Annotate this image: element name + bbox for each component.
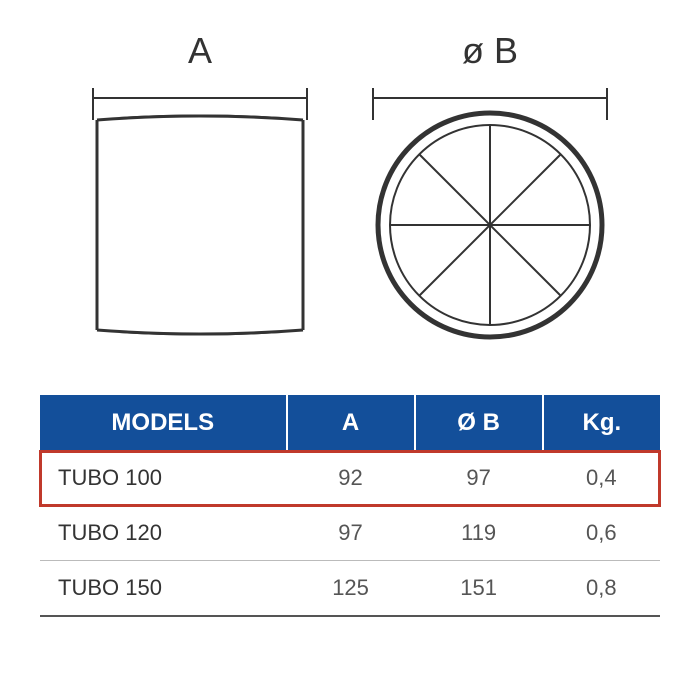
front-view-drawing [355, 80, 625, 340]
column-header: Kg. [543, 395, 660, 451]
model-cell: TUBO 150 [40, 561, 287, 617]
technical-diagrams: A ø B [40, 30, 660, 345]
value-cell: 0,6 [543, 506, 660, 561]
value-cell: 151 [415, 561, 543, 617]
table-row: TUBO 10092970,4 [40, 451, 660, 506]
dimension-label-b: ø B [355, 30, 625, 72]
column-header: MODELS [40, 395, 287, 451]
value-cell: 92 [287, 451, 415, 506]
model-cell: TUBO 120 [40, 506, 287, 561]
dimension-label-a: A [75, 30, 325, 72]
value-cell: 97 [287, 506, 415, 561]
value-cell: 119 [415, 506, 543, 561]
table-header: MODELSAØ BKg. [40, 395, 660, 451]
value-cell: 97 [415, 451, 543, 506]
value-cell: 125 [287, 561, 415, 617]
front-view: ø B [355, 30, 625, 345]
value-cell: 0,4 [543, 451, 660, 506]
table-row: TUBO 120971190,6 [40, 506, 660, 561]
column-header: Ø B [415, 395, 543, 451]
side-view: A [75, 30, 325, 345]
model-cell: TUBO 100 [40, 451, 287, 506]
side-view-drawing [75, 80, 325, 340]
value-cell: 0,8 [543, 561, 660, 617]
column-header: A [287, 395, 415, 451]
table-row: TUBO 1501251510,8 [40, 561, 660, 617]
table-body: TUBO 10092970,4TUBO 120971190,6TUBO 1501… [40, 451, 660, 616]
specifications-table: MODELSAØ BKg. TUBO 10092970,4TUBO 120971… [40, 395, 660, 617]
